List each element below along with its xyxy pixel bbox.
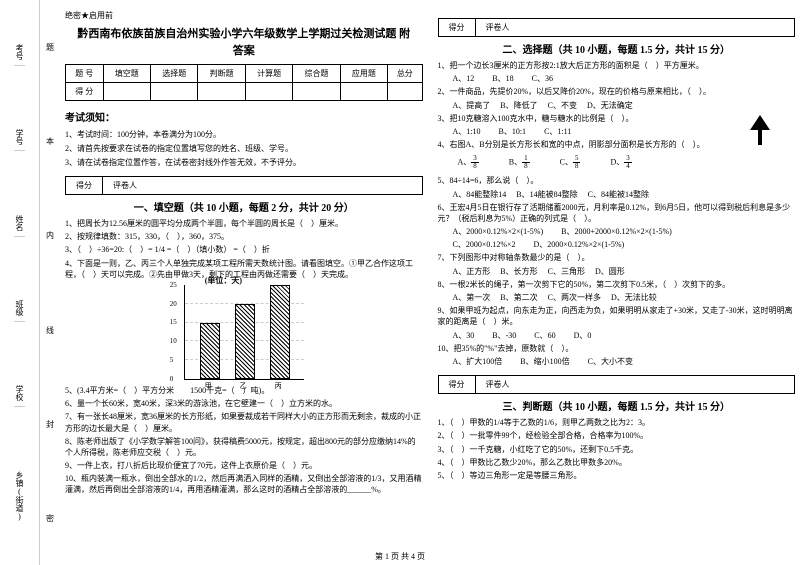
question: 1、（ ）甲数的1/4等于乙数的1/6，则甲乙两数之比为2：3。: [438, 417, 796, 428]
question: 8、陈老师出版了《小学数学解答100问》，获得稿费5000元，按规定，超出800…: [65, 436, 423, 458]
page-title: 黔西南布依族苗族自治州实验小学六年级数学上学期过关检测试题 附 答案: [65, 26, 423, 59]
question: 8、一根2米长的绳子，第一次剪下它的50%，第二次剪下0.5米，（ ）次剪下的多…: [438, 279, 796, 290]
section-judge-title: 三、判断题（共 10 小题，每题 1.5 分，共计 15 分）: [438, 398, 796, 413]
notice-item: 2、请首先按要求在试卷的指定位置填写您的姓名、班级、学号。: [65, 143, 423, 154]
side-label: 学校: [14, 380, 25, 407]
score-table: 题 号 填空题 选择题 判断题 计算题 综合题 应用题 总分 得 分: [65, 64, 423, 101]
question: 6、量一个长60米，宽40米，深3米的游泳池，在它壁建一（ ）立方米的水。: [65, 398, 423, 409]
question: 9、一件上衣，打八折后比现价便宜了70元，这件上衣原价是（ ）元。: [65, 460, 423, 471]
section-header: 得分 评卷人: [438, 375, 796, 394]
bar-chart: (单位：天) 0 5 10 15 20 25 甲 乙 丙: [184, 285, 304, 380]
question: 2、按规律填数：315，330，（ ），360，375。: [65, 231, 423, 242]
page-footer: 第 1 页 共 4 页: [375, 551, 425, 562]
section-choice-title: 二、选择题（共 10 小题，每题 1.5 分，共计 15 分）: [438, 41, 796, 56]
question: 5、84÷14=6，那么说（ ）。: [438, 175, 796, 186]
bar: [200, 323, 220, 379]
notice-item: 1、考试时间：100分钟，本卷满分为100分。: [65, 129, 423, 140]
notice-item: 3、请在试卷指定位置作答，在试卷密封线外作答无效，不予评分。: [65, 157, 423, 168]
question: 2、（ ）一批零件99个，经检验全部合格，合格率为100%。: [438, 430, 796, 441]
question: 2、一件商品，先提价20%，以后又降价20%，现在的价格与原来相比，（ ）。: [438, 86, 796, 97]
question: 5、（ ）等边三角形一定是等腰三角形。: [438, 470, 796, 481]
side-label: 姓名: [14, 210, 25, 237]
question: 1、把周长为12.56厘米的圆平均分成两个半圆，每个半圆的周长是（ ）厘米。: [65, 218, 423, 229]
separator-column: 题 本 内 线 封 密: [40, 0, 60, 565]
question: 10、把35%的"%"去掉，原数就（ ）。: [438, 343, 796, 354]
question: 4、（ ）甲数比乙数少20%，那么乙数比甲数多20%。: [438, 457, 796, 468]
question: 7、下列图形中对称轴条数最少的是（ ）。: [438, 252, 796, 263]
question: 1、把一个边长3厘米的正方形按2:1放大后正方形的面积是（ ）平方厘米。: [438, 60, 796, 71]
section-header: 得分 评卷人: [65, 176, 423, 195]
question: 7、有一张长48厘米，宽36厘米的长方形纸，如果要裁成若干同样大小的正方形而无剩…: [65, 411, 423, 433]
side-label: 考号: [14, 39, 25, 66]
left-column: 绝密★启用前 黔西南布依族苗族自治州实验小学六年级数学上学期过关检测试题 附 答…: [65, 10, 423, 555]
compass-icon: [735, 110, 785, 150]
question: 3、（ ）÷36=20:（ ）= 1/4 =（ ）（填小数） =（ ）折: [65, 244, 423, 255]
question: 4、下面是一则，乙、丙三个人单独完成某项工程所需天数统计图。请看图填空。①甲乙合…: [65, 258, 423, 280]
secret-label: 绝密★启用前: [65, 10, 423, 21]
section-fill-title: 一、填空题（共 10 小题，每题 2 分，共计 20 分）: [65, 199, 423, 214]
question: 6、王宏4月5日在银行存了活期储蓄2000元，月利率是0.12%，到6月5日，他…: [438, 202, 796, 224]
question: 3、（ ）一千克糖，小红吃了它的50%，还剩下0.5千克。: [438, 444, 796, 455]
main-content: 绝密★启用前 黔西南布依族苗族自治州实验小学六年级数学上学期过关检测试题 附 答…: [60, 0, 800, 565]
side-labels-column: 考号 学号 姓名 班级 学校 乡镇(街道): [0, 0, 40, 565]
right-column: 得分 评卷人 二、选择题（共 10 小题，每题 1.5 分，共计 15 分） 1…: [438, 10, 796, 555]
question: 9、如果甲班为起点，向东走为正，向西走为负，如果明明从家走了+30米，又走了-3…: [438, 305, 796, 327]
side-label: 学号: [14, 124, 25, 151]
section-header: 得分 评卷人: [438, 18, 796, 37]
question: 10、瓶内装满一瓶水，倒出全部水的1/2，然后再满洒入同样的酒精，又倒出全部溶液…: [65, 473, 423, 495]
side-label: 乡镇(街道): [14, 466, 25, 526]
bar: [235, 304, 255, 379]
bar: [270, 285, 290, 379]
notice-title: 考试须知：: [65, 109, 423, 124]
side-label: 班级: [14, 295, 25, 322]
fraction-options: A、38 B、18 C、58 D、34: [438, 155, 796, 170]
